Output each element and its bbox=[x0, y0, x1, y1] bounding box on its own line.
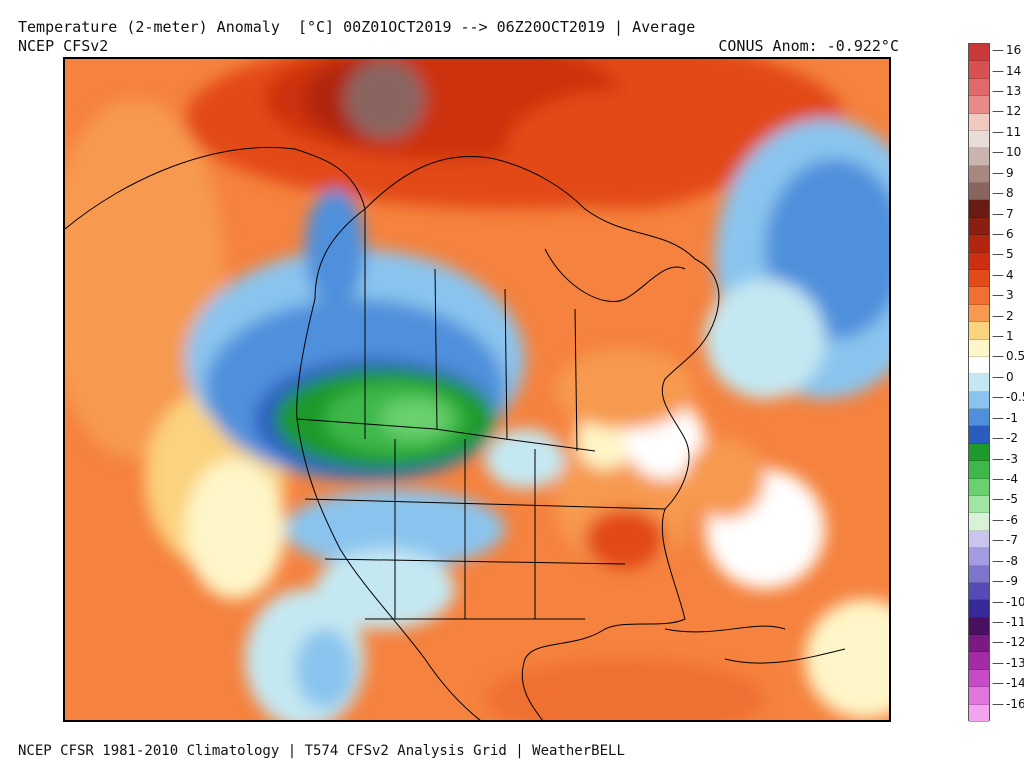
colorbar-segment bbox=[969, 356, 989, 375]
colorbar-segment bbox=[969, 461, 989, 479]
colorbar-segment bbox=[969, 513, 989, 531]
colorbar-segment bbox=[969, 669, 989, 688]
colorbar-tick-label: -8 bbox=[992, 555, 1018, 567]
colorbar-tick-label: -11 bbox=[992, 616, 1024, 628]
colorbar-segment bbox=[969, 530, 989, 549]
colorbar-segment bbox=[969, 44, 989, 62]
anomaly-map bbox=[63, 57, 891, 722]
colorbar-tick-label: 1 bbox=[992, 330, 1014, 342]
colorbar-tick-label: -4 bbox=[992, 473, 1018, 485]
colorbar-segment bbox=[969, 304, 989, 323]
colorbar-tick-label: 10 bbox=[992, 146, 1021, 158]
colorbar-tick-label: 5 bbox=[992, 248, 1014, 260]
colorbar-segment bbox=[969, 322, 989, 340]
colorbar-segment bbox=[969, 148, 989, 166]
footer-credits: NCEP CFSR 1981-2010 Climatology | T574 C… bbox=[18, 743, 625, 759]
colorbar-tick-label: -5 bbox=[992, 493, 1018, 505]
colorbar-segment bbox=[969, 548, 989, 566]
colorbar-segment bbox=[969, 565, 989, 583]
colorbar-tick-label: 11 bbox=[992, 126, 1021, 138]
colorbar-segment bbox=[969, 426, 989, 444]
colorbar-segment bbox=[969, 78, 989, 97]
colorbar-tick-label: -10 bbox=[992, 596, 1024, 608]
colorbar-segment bbox=[969, 600, 989, 618]
colorbar-tick-label: -12 bbox=[992, 636, 1024, 648]
map-title: Temperature (2-meter) Anomaly [°C] 00Z01… bbox=[18, 18, 696, 36]
colorbar-tick-label: -7 bbox=[992, 534, 1018, 546]
colorbar-tick-label: -0.5 bbox=[992, 391, 1024, 403]
map-canvas bbox=[65, 59, 889, 720]
colorbar-tick-label: -2 bbox=[992, 432, 1018, 444]
colorbar-tick-label: 9 bbox=[992, 167, 1014, 179]
colorbar-tick-label: 6 bbox=[992, 228, 1014, 240]
colorbar-tick-label: 7 bbox=[992, 208, 1014, 220]
colorbar-segment bbox=[969, 409, 989, 427]
colorbar-segment bbox=[969, 183, 989, 201]
colorbar-tick-label: -9 bbox=[992, 575, 1018, 587]
colorbar-tick-label: 3 bbox=[992, 289, 1014, 301]
colorbar-segment bbox=[969, 496, 989, 514]
colorbar-segment bbox=[969, 478, 989, 496]
model-source-label: NCEP CFSv2 bbox=[18, 37, 109, 55]
colorbar bbox=[968, 43, 990, 722]
colorbar-segment bbox=[969, 391, 989, 410]
colorbar-segment bbox=[969, 235, 989, 253]
colorbar-segment bbox=[969, 617, 989, 636]
colorbar-tick-label: 8 bbox=[992, 187, 1014, 199]
colorbar-segment bbox=[969, 61, 989, 79]
colorbar-segment bbox=[969, 704, 989, 722]
colorbar-tick-label: 2 bbox=[992, 310, 1014, 322]
colorbar-segment bbox=[969, 374, 989, 392]
colorbar-tick-label: 0 bbox=[992, 371, 1014, 383]
colorbar-segment bbox=[969, 96, 989, 114]
colorbar-segment bbox=[969, 270, 989, 288]
colorbar-tick-label: 13 bbox=[992, 85, 1021, 97]
colorbar-segment bbox=[969, 200, 989, 218]
colorbar-tick-label: -3 bbox=[992, 453, 1018, 465]
colorbar-segment bbox=[969, 217, 989, 236]
conus-anomaly-value: CONUS Anom: -0.922°C bbox=[718, 37, 899, 55]
colorbar-segment bbox=[969, 652, 989, 670]
colorbar-tick-label: -16 bbox=[992, 698, 1024, 710]
colorbar-tick-label: -14 bbox=[992, 677, 1024, 689]
colorbar-tick-label: -6 bbox=[992, 514, 1018, 526]
colorbar-segment bbox=[969, 130, 989, 149]
colorbar-segment bbox=[969, 113, 989, 131]
colorbar-tick-label: 12 bbox=[992, 105, 1021, 117]
colorbar-segment bbox=[969, 582, 989, 601]
colorbar-segment bbox=[969, 443, 989, 462]
colorbar-segment bbox=[969, 287, 989, 305]
colorbar-segment bbox=[969, 252, 989, 270]
colorbar-segment bbox=[969, 165, 989, 184]
colorbar-segment bbox=[969, 635, 989, 653]
coastline-outlines bbox=[65, 146, 846, 720]
colorbar-segment bbox=[969, 687, 989, 705]
colorbar-segment bbox=[969, 339, 989, 357]
colorbar-tick-label: 16 bbox=[992, 44, 1021, 56]
colorbar-tick-label: -1 bbox=[992, 412, 1018, 424]
colorbar-tick-label: 4 bbox=[992, 269, 1014, 281]
colorbar-tick-label: 14 bbox=[992, 65, 1021, 77]
colorbar-tick-label: -13 bbox=[992, 657, 1024, 669]
anomaly-shading bbox=[65, 59, 889, 720]
colorbar-tick-label: 0.5 bbox=[992, 350, 1024, 362]
